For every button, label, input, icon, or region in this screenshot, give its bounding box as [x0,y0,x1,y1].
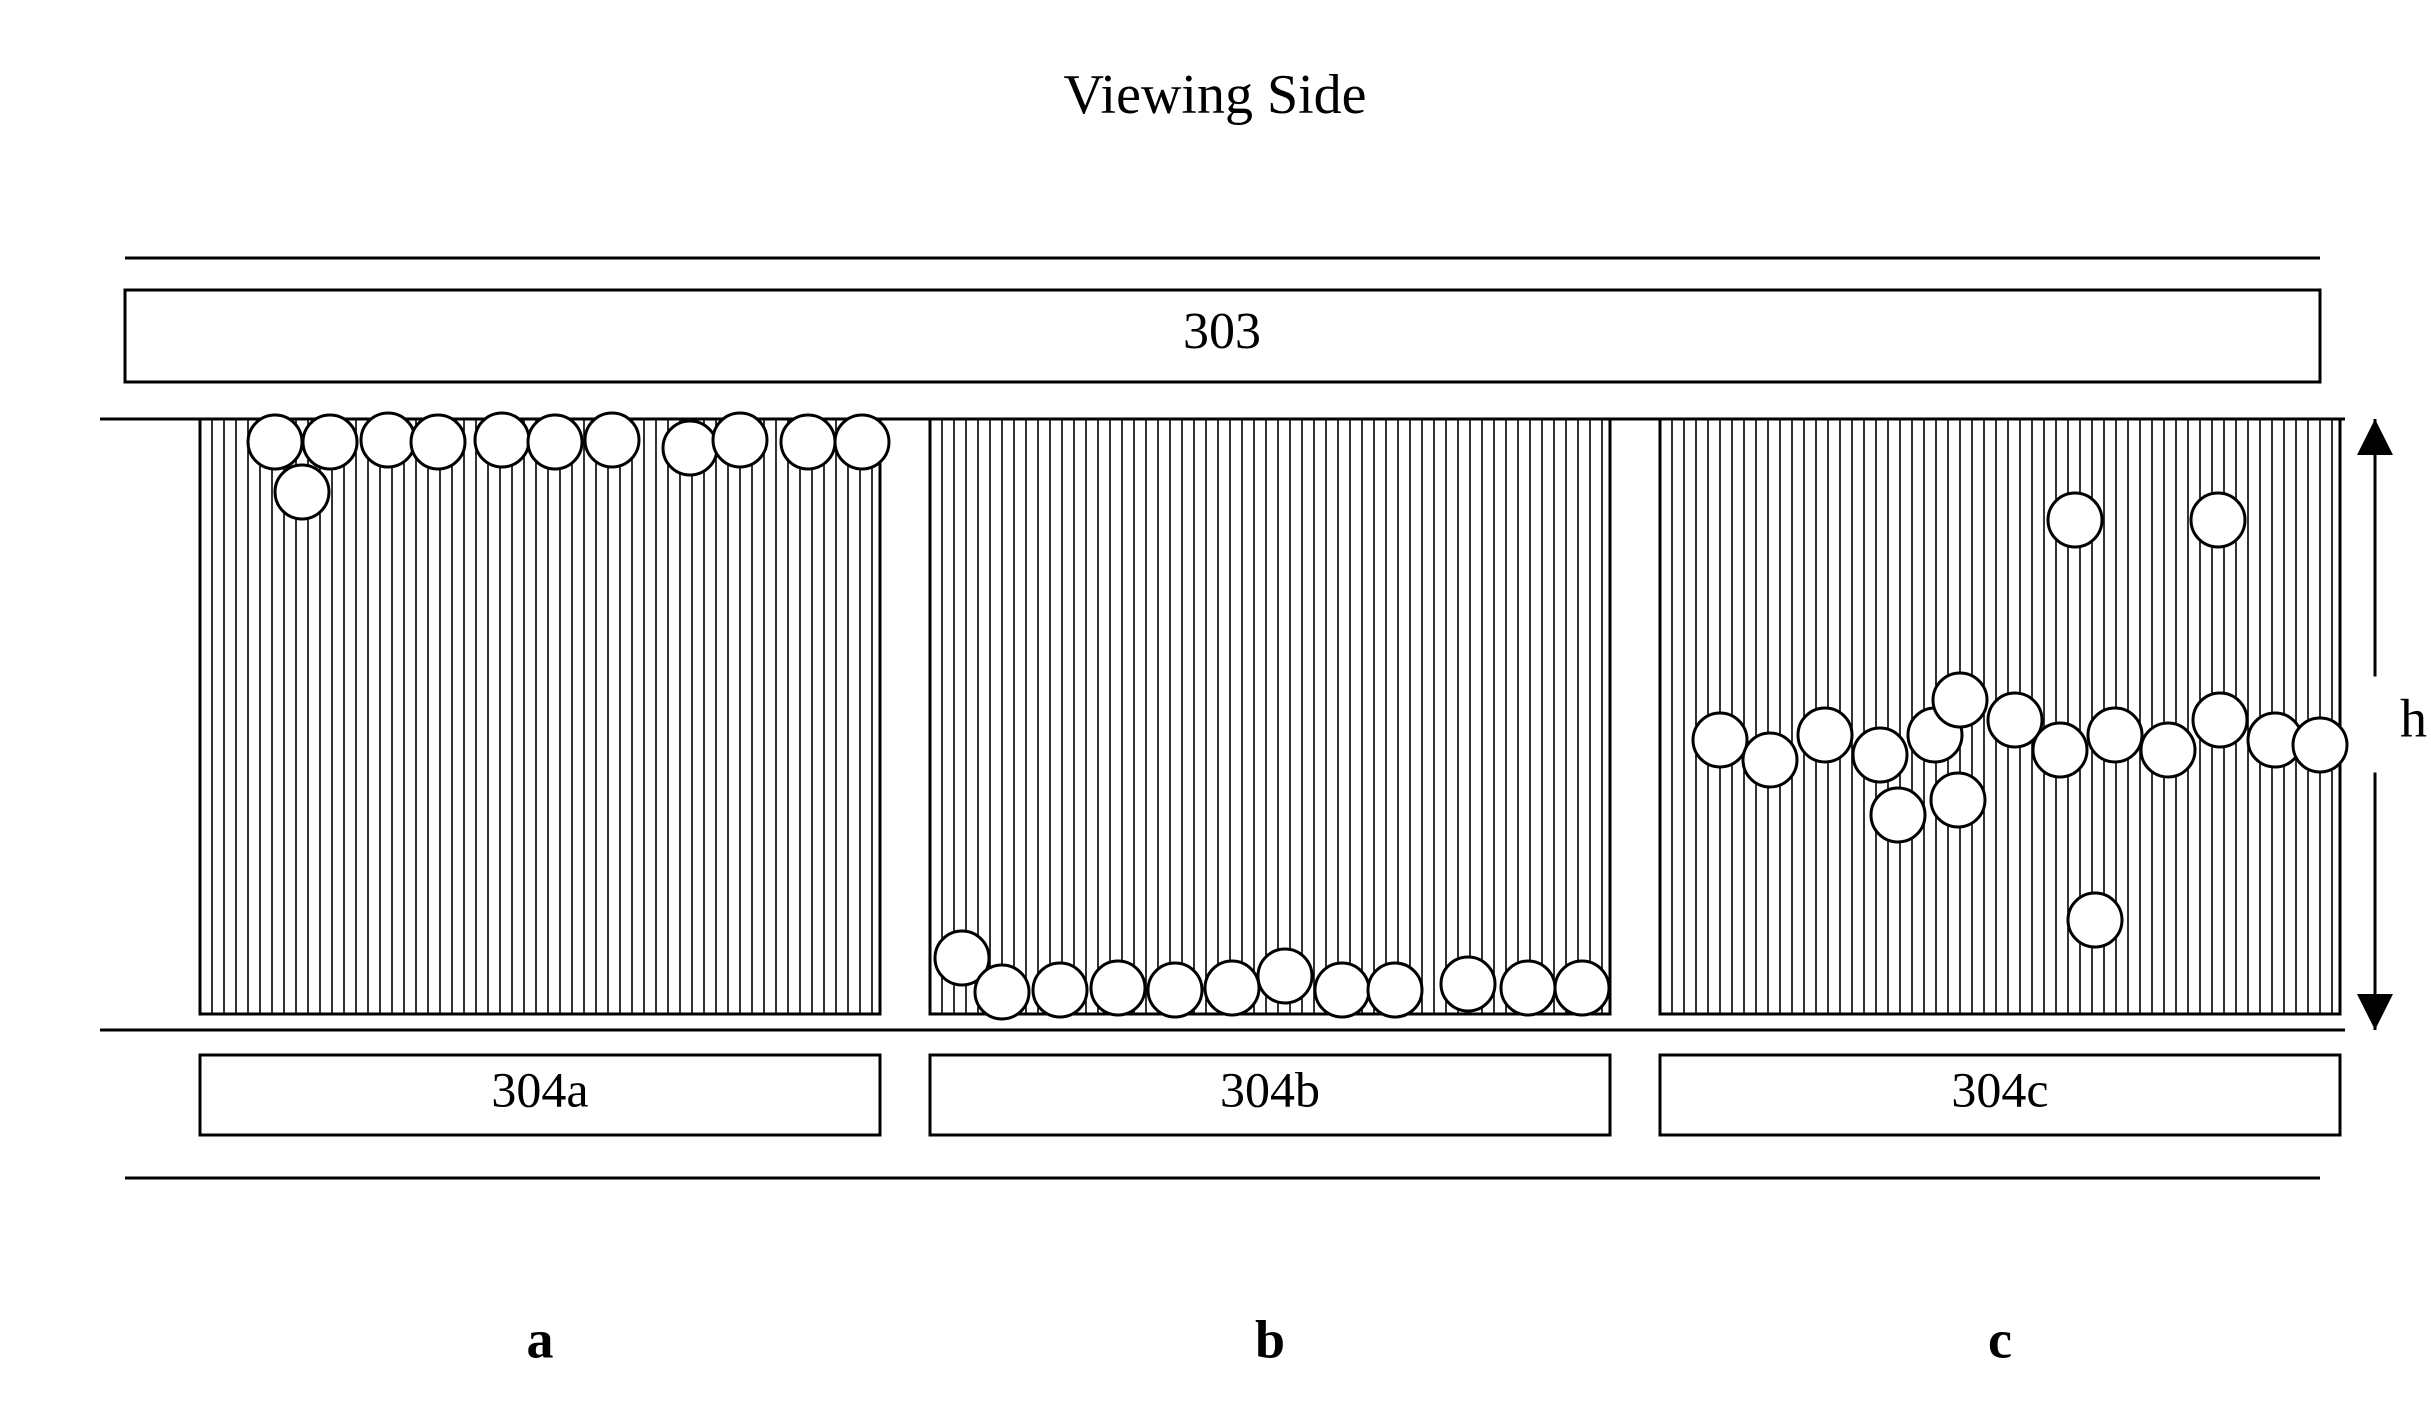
particle-icon [1743,733,1797,787]
h-label: h [2400,688,2427,748]
particle-icon [411,415,465,469]
particle-icon [303,415,357,469]
particle-icon [1205,961,1259,1015]
particle-icon [2141,723,2195,777]
particle-icon [1853,728,1907,782]
letter-a: a [527,1309,554,1369]
particle-icon [663,421,717,475]
particle-icon [1091,961,1145,1015]
particle-icon [2088,708,2142,762]
particle-icon [1798,708,1852,762]
particle-icon [248,415,302,469]
title-text: Viewing Side [1063,64,1366,126]
particle-icon [1871,788,1925,842]
particle-icon [1441,957,1495,1011]
particle-icon [275,465,329,519]
particle-icon [1148,963,1202,1017]
particle-icon [475,413,529,467]
particle-icon [1931,773,1985,827]
particle-icon [2193,693,2247,747]
particle-icon [2293,718,2347,772]
particle-icon [2068,893,2122,947]
particle-icon [1258,949,1312,1003]
particle-icon [713,413,767,467]
particle-icon [1033,963,1087,1017]
particle-icon [1933,673,1987,727]
particle-icon [2033,723,2087,777]
label-303: 303 [1183,303,1261,360]
label-304b: 304b [1220,1061,1320,1117]
particle-icon [781,415,835,469]
particle-icon [975,965,1029,1019]
label-304a: 304a [491,1061,588,1117]
particle-icon [1693,713,1747,767]
particle-icon [1555,961,1609,1015]
particle-icon [2191,493,2245,547]
particle-icon [1501,961,1555,1015]
particle-icon [1368,963,1422,1017]
particle-icon [835,415,889,469]
particle-icon [528,415,582,469]
label-304c: 304c [1951,1061,2048,1117]
particle-icon [585,413,639,467]
particle-icon [1315,963,1369,1017]
particle-icon [2048,493,2102,547]
letter-b: b [1255,1309,1285,1369]
letter-c: c [1988,1309,2012,1369]
particle-icon [361,413,415,467]
panel-b [930,419,1610,1014]
diagram-root: Viewing Side 303 304a 304b 304c a b c h [0,0,2431,1419]
